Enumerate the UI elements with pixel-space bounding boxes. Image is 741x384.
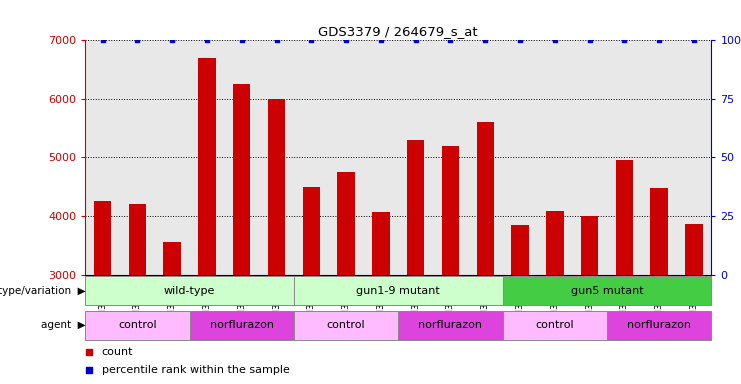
Bar xyxy=(302,187,320,384)
Bar xyxy=(190,311,294,340)
Bar xyxy=(511,225,529,384)
Text: percentile rank within the sample: percentile rank within the sample xyxy=(102,365,290,375)
Bar xyxy=(268,99,285,384)
Bar xyxy=(546,211,563,384)
Bar xyxy=(407,140,425,384)
Bar xyxy=(607,311,711,340)
Point xyxy=(619,37,631,43)
Text: agent  ▶: agent ▶ xyxy=(41,320,85,331)
Bar xyxy=(581,216,598,384)
Point xyxy=(166,37,178,43)
Text: gun1-9 mutant: gun1-9 mutant xyxy=(356,286,440,296)
Text: gun5 mutant: gun5 mutant xyxy=(571,286,643,296)
Bar xyxy=(94,201,111,384)
Bar xyxy=(129,204,146,384)
Bar xyxy=(85,276,294,305)
Point xyxy=(654,37,665,43)
Text: wild-type: wild-type xyxy=(164,286,215,296)
Bar xyxy=(476,122,494,384)
Point xyxy=(514,37,526,43)
Title: GDS3379 / 264679_s_at: GDS3379 / 264679_s_at xyxy=(319,25,478,38)
Bar xyxy=(616,161,633,384)
Text: norflurazon: norflurazon xyxy=(419,320,482,331)
Point xyxy=(445,37,456,43)
Bar xyxy=(294,276,502,305)
Bar xyxy=(337,172,355,384)
Point xyxy=(236,37,247,43)
Bar xyxy=(85,311,190,340)
Point xyxy=(84,349,95,355)
Bar xyxy=(233,84,250,384)
Point xyxy=(584,37,596,43)
Bar xyxy=(294,311,398,340)
Bar xyxy=(502,276,711,305)
Bar xyxy=(164,242,181,384)
Point xyxy=(340,37,352,43)
Point xyxy=(688,37,700,43)
Bar xyxy=(502,311,607,340)
Bar xyxy=(685,223,702,384)
Bar xyxy=(651,188,668,384)
Text: control: control xyxy=(327,320,365,331)
Text: count: count xyxy=(102,347,133,357)
Point xyxy=(84,367,95,373)
Point xyxy=(270,37,282,43)
Text: norflurazon: norflurazon xyxy=(210,320,273,331)
Point xyxy=(201,37,213,43)
Bar xyxy=(399,311,502,340)
Text: norflurazon: norflurazon xyxy=(627,320,691,331)
Text: control: control xyxy=(118,320,156,331)
Point xyxy=(305,37,317,43)
Bar xyxy=(199,58,216,384)
Point xyxy=(131,37,143,43)
Point xyxy=(410,37,422,43)
Point xyxy=(96,37,108,43)
Text: genotype/variation  ▶: genotype/variation ▶ xyxy=(0,286,85,296)
Bar xyxy=(442,146,459,384)
Point xyxy=(549,37,561,43)
Point xyxy=(375,37,387,43)
Point xyxy=(479,37,491,43)
Bar xyxy=(372,212,390,384)
Text: control: control xyxy=(536,320,574,331)
